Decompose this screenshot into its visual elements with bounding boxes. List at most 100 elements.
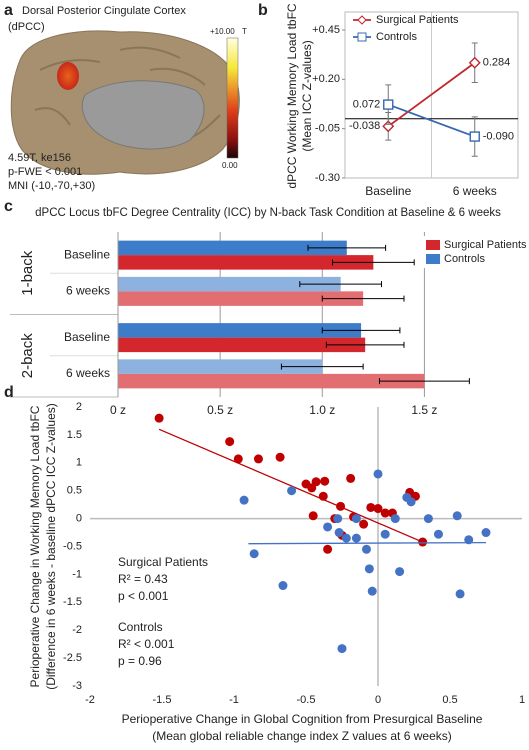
x-tick-label: 0 bbox=[375, 694, 381, 706]
group-label: 2-back bbox=[19, 333, 36, 379]
y-tick-label: -1.5 bbox=[63, 596, 82, 608]
legend-label: Surgical Patients bbox=[444, 239, 527, 251]
trendline bbox=[158, 428, 423, 543]
brain-stats: 4.59T, ke156 bbox=[8, 152, 71, 164]
panel-label: b bbox=[258, 2, 268, 19]
point bbox=[323, 544, 333, 554]
error-bar bbox=[307, 244, 387, 251]
group-label: 1-back bbox=[19, 250, 36, 296]
x-tick-label: -2 bbox=[85, 694, 95, 706]
x-tick-label: Baseline bbox=[365, 184, 411, 198]
point bbox=[334, 528, 344, 538]
legend-label: Controls bbox=[444, 253, 485, 265]
point bbox=[455, 589, 465, 599]
stat-annotation: p = 0.96 bbox=[118, 654, 162, 668]
y-tick-label: -0.5 bbox=[63, 540, 82, 552]
point bbox=[318, 491, 328, 501]
colorbar-unit: T bbox=[242, 27, 247, 36]
marker bbox=[468, 56, 481, 69]
legend-label: Surgical Patients bbox=[118, 555, 208, 569]
point bbox=[323, 522, 333, 532]
colorbar-max: +10.00 bbox=[210, 27, 235, 36]
legend-label: Surgical Patients bbox=[376, 14, 459, 26]
colorbar bbox=[226, 37, 239, 159]
point bbox=[395, 567, 405, 577]
y-tick-label: 0 bbox=[76, 513, 82, 525]
point bbox=[351, 514, 361, 524]
series-line bbox=[387, 62, 476, 128]
chart-title: dPCC Locus tbFC Degree Centrality (ICC) … bbox=[35, 207, 501, 219]
y-axis-label: (Difference in 6 weeks - baseline dPCC I… bbox=[44, 403, 58, 690]
y-tick-label: +0.20 bbox=[312, 73, 340, 85]
point bbox=[423, 514, 433, 524]
y-tick-label: -3 bbox=[72, 680, 82, 692]
point bbox=[308, 511, 318, 521]
category-label: Baseline bbox=[64, 247, 110, 261]
x-axis-label: (Mean global reliable change index Z val… bbox=[152, 729, 452, 743]
point bbox=[333, 514, 343, 524]
stat-annotation: R² = 0.43 bbox=[118, 572, 168, 586]
error-bar bbox=[321, 327, 401, 334]
point bbox=[275, 452, 285, 462]
point bbox=[373, 469, 383, 479]
point bbox=[390, 514, 400, 524]
y-tick-label: -1 bbox=[72, 568, 82, 580]
marker bbox=[469, 131, 480, 142]
x-tick-label: 0.5 bbox=[442, 694, 457, 706]
bar bbox=[118, 255, 374, 270]
x-tick-label: 1.0 z bbox=[309, 403, 335, 417]
marker bbox=[382, 120, 395, 133]
legend-swatch bbox=[426, 254, 440, 264]
value-label: -0.090 bbox=[483, 130, 514, 142]
bar bbox=[118, 373, 425, 389]
y-tick-label: -0.30 bbox=[315, 172, 340, 184]
point bbox=[373, 504, 383, 514]
x-axis-label: Perioperative Change in Global Cognition… bbox=[122, 712, 483, 726]
brain-panel: a Dorsal Posterior Cingulate Cortex (dPC… bbox=[4, 2, 247, 192]
bar bbox=[118, 337, 366, 353]
y-tick-label: 1 bbox=[76, 457, 82, 469]
point bbox=[341, 533, 351, 543]
activation-blob bbox=[57, 62, 79, 90]
bar bbox=[118, 291, 364, 306]
brain-stats: p-FWE < 0.001 bbox=[8, 166, 82, 178]
point bbox=[278, 581, 288, 591]
panel-title: (dPCC) bbox=[8, 21, 45, 33]
category-label: Baseline bbox=[64, 330, 110, 344]
y-tick-label: +0.45 bbox=[312, 24, 340, 36]
panel-label: d bbox=[4, 384, 14, 401]
trendline bbox=[248, 541, 487, 545]
x-tick-label: 1.5 z bbox=[411, 403, 437, 417]
y-axis-label: Perioperative Change in Working Memory L… bbox=[28, 405, 42, 687]
x-tick-label: 6 weeks bbox=[453, 184, 497, 198]
bar bbox=[118, 359, 323, 374]
brain-stats: MNI (-10,-70,+30) bbox=[8, 180, 95, 192]
point bbox=[233, 454, 243, 464]
marker bbox=[383, 99, 394, 110]
y-axis-label: (Mean ICC Z-values) bbox=[300, 40, 314, 151]
x-tick-label: -1.5 bbox=[153, 694, 172, 706]
point bbox=[361, 544, 371, 554]
point bbox=[154, 413, 164, 423]
point bbox=[418, 537, 428, 547]
point bbox=[336, 501, 346, 511]
value-label: 0.284 bbox=[483, 57, 511, 69]
y-tick-label: -2.5 bbox=[63, 652, 82, 664]
value-label: 0.072 bbox=[353, 98, 381, 110]
panel-label: a bbox=[4, 2, 13, 19]
point bbox=[351, 533, 361, 543]
point bbox=[406, 497, 416, 507]
bar bbox=[118, 240, 347, 256]
error-bar bbox=[325, 341, 405, 348]
point bbox=[364, 564, 374, 574]
y-tick-label: -0.05 bbox=[315, 123, 340, 135]
legend-swatch bbox=[426, 240, 440, 250]
y-tick-label: 2 bbox=[76, 401, 82, 413]
point bbox=[366, 502, 376, 512]
legend-marker bbox=[357, 32, 367, 42]
point bbox=[225, 437, 235, 447]
y-tick-label: 1.5 bbox=[67, 429, 82, 441]
bar bbox=[118, 276, 341, 292]
panel-title: Dorsal Posterior Cingulate Cortex bbox=[22, 5, 186, 17]
